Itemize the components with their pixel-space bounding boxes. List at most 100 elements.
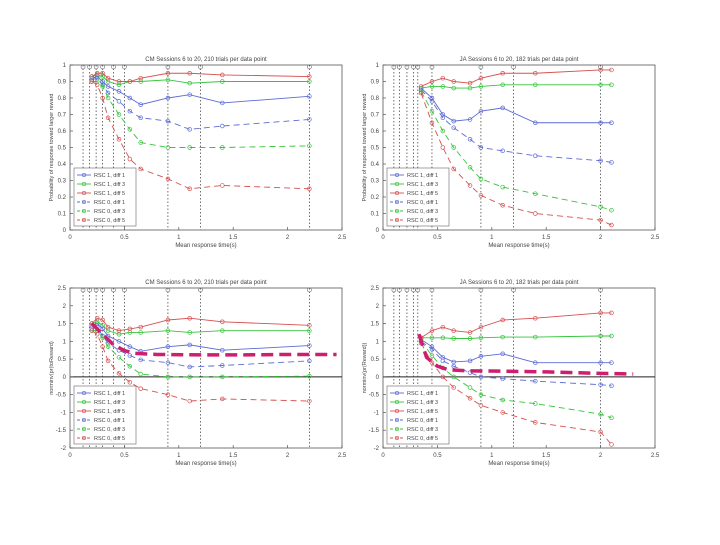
legend-label: RSC 0, diff 3 bbox=[94, 209, 125, 215]
data-point bbox=[467, 358, 473, 364]
data-point bbox=[220, 145, 225, 150]
data-point bbox=[429, 84, 435, 89]
data-point bbox=[165, 118, 171, 124]
y-tick-label: -1.5 bbox=[56, 428, 67, 434]
data-point bbox=[165, 176, 171, 182]
data-point bbox=[451, 336, 456, 341]
series-line bbox=[420, 340, 612, 387]
x-tick-label: 0.5 bbox=[433, 235, 442, 241]
legend-label: RSC 1, diff 3 bbox=[94, 182, 125, 188]
data-point bbox=[116, 339, 122, 344]
series-rsc-0-diff-5 bbox=[89, 79, 312, 192]
data-point bbox=[307, 186, 312, 192]
series-line bbox=[420, 342, 612, 445]
data-point bbox=[467, 330, 473, 335]
data-point bbox=[440, 75, 446, 81]
data-point bbox=[100, 79, 105, 84]
data-point bbox=[478, 354, 484, 359]
data-point bbox=[307, 328, 312, 333]
x-tick-label: 2.5 bbox=[651, 453, 660, 459]
chart-title: CM Sessions 6 to 20, 210 trials per data… bbox=[145, 57, 267, 63]
y-tick-label: 0 bbox=[376, 375, 380, 381]
x-tick-label: 1.5 bbox=[542, 453, 551, 459]
reference-vline-marker bbox=[307, 287, 312, 293]
data-point bbox=[220, 319, 225, 325]
data-point bbox=[467, 165, 473, 170]
series-rsc-1-diff-5 bbox=[89, 70, 312, 84]
x-tick-label: 2 bbox=[286, 453, 290, 459]
data-point bbox=[116, 89, 122, 94]
y-tick-label: 0.9 bbox=[58, 80, 67, 86]
reference-vline-marker bbox=[511, 64, 516, 70]
data-point bbox=[451, 125, 456, 130]
data-point bbox=[467, 183, 473, 188]
data-point bbox=[116, 371, 122, 376]
data-point bbox=[500, 397, 505, 403]
y-tick-label: -2 bbox=[61, 446, 67, 452]
data-point bbox=[467, 137, 473, 142]
data-point bbox=[418, 84, 424, 89]
data-point bbox=[500, 82, 505, 88]
data-point bbox=[138, 330, 143, 335]
data-point bbox=[187, 330, 192, 335]
y-tick-label: 0.6 bbox=[58, 129, 67, 135]
data-point bbox=[609, 310, 614, 316]
data-point bbox=[187, 374, 192, 380]
legend-label: RSC 1, diff 5 bbox=[407, 191, 438, 197]
data-point bbox=[187, 92, 192, 97]
reference-vline-marker bbox=[478, 287, 484, 293]
data-point bbox=[220, 363, 225, 368]
data-point bbox=[609, 67, 614, 73]
data-point bbox=[533, 360, 538, 365]
data-point bbox=[165, 317, 171, 323]
data-point bbox=[165, 328, 171, 333]
x-axis-label: Mean response time(s) bbox=[488, 461, 549, 467]
data-point bbox=[500, 105, 505, 111]
data-point bbox=[127, 363, 133, 369]
data-point bbox=[533, 334, 538, 340]
legend-label: RSC 1, diff 3 bbox=[407, 400, 438, 406]
data-point bbox=[220, 123, 225, 129]
legend-marker bbox=[81, 172, 87, 178]
data-point bbox=[127, 108, 133, 114]
series-line bbox=[91, 76, 310, 106]
y-tick-label: -1.5 bbox=[369, 428, 380, 434]
data-point bbox=[500, 376, 505, 381]
legend-marker bbox=[394, 190, 400, 196]
data-point bbox=[467, 80, 473, 86]
legend: RSC 1, diff 1 RSC 1, diff 3 RSC 1, diff 5 R… bbox=[386, 385, 450, 445]
reference-vline-marker bbox=[198, 287, 203, 293]
data-point bbox=[609, 160, 614, 165]
y-tick-label: -2 bbox=[374, 446, 380, 452]
x-tick-label: 0 bbox=[381, 235, 385, 241]
series-line bbox=[420, 91, 612, 211]
series-rsc-1-diff-3 bbox=[89, 319, 312, 337]
reference-vline-marker bbox=[100, 287, 105, 293]
legend-marker bbox=[394, 399, 400, 405]
legend-label: RSC 1, diff 3 bbox=[407, 182, 438, 188]
y-axis-label: norminv(pr(toReward) bbox=[49, 341, 55, 395]
legend-marker bbox=[394, 181, 400, 187]
data-point bbox=[429, 120, 435, 125]
data-point bbox=[533, 153, 538, 159]
reference-vline-marker bbox=[93, 64, 99, 70]
reference-vline-marker bbox=[415, 287, 421, 293]
data-point bbox=[500, 410, 505, 415]
data-point bbox=[609, 442, 614, 447]
data-point bbox=[451, 79, 456, 84]
y-tick-label: 1 bbox=[376, 63, 380, 69]
chart-panel-4: 0 0.5 1 1.5 2 2.5 -2 -1.5 -1 -0.5 0 0.5 1 1.5 2 2.5 JA S… bbox=[362, 280, 660, 467]
legend-marker bbox=[394, 172, 400, 178]
series-line bbox=[420, 312, 612, 339]
data-point bbox=[609, 383, 614, 389]
data-point bbox=[478, 193, 484, 198]
y-tick-label: 1 bbox=[63, 63, 67, 69]
data-point bbox=[429, 99, 435, 104]
data-point bbox=[116, 99, 122, 104]
data-point bbox=[429, 328, 435, 333]
chart-title: CM Sessions 6 to 20, 210 trials per data… bbox=[145, 280, 267, 286]
data-point bbox=[127, 326, 133, 332]
y-tick-label: 0.3 bbox=[371, 179, 380, 185]
data-point bbox=[598, 429, 603, 435]
